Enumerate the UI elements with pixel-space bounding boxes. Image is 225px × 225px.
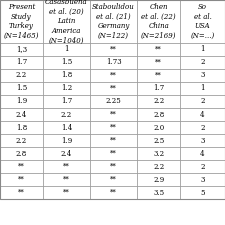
Bar <box>0 173 43 186</box>
Bar <box>180 160 225 173</box>
Bar <box>43 147 90 160</box>
Text: **: ** <box>63 163 70 171</box>
Bar <box>43 43 90 56</box>
Text: 1.5: 1.5 <box>16 84 27 92</box>
Bar <box>90 134 137 147</box>
Bar <box>0 108 43 121</box>
Bar <box>43 95 90 108</box>
Bar <box>90 173 137 186</box>
Text: **: ** <box>18 176 25 184</box>
Text: 1.4: 1.4 <box>61 124 72 132</box>
Bar <box>0 69 43 82</box>
Bar <box>43 121 90 134</box>
Text: 1.7: 1.7 <box>153 84 164 92</box>
Bar <box>90 56 137 69</box>
Bar <box>43 82 90 95</box>
Text: **: ** <box>110 150 117 158</box>
Bar <box>180 43 225 56</box>
Text: 2.2: 2.2 <box>16 71 27 79</box>
Bar <box>90 43 137 56</box>
Bar <box>137 56 180 69</box>
Bar <box>43 160 90 173</box>
Bar <box>90 95 137 108</box>
Text: **: ** <box>110 176 117 184</box>
Text: **: ** <box>18 163 25 171</box>
Bar <box>180 186 225 199</box>
Bar <box>90 160 137 173</box>
Bar <box>0 95 43 108</box>
Text: Casasbuena
et al. (20)
Latin
America
(N=1040): Casasbuena et al. (20) Latin America (N=… <box>45 0 88 44</box>
Text: 1.8: 1.8 <box>16 124 27 132</box>
Text: 3: 3 <box>200 71 205 79</box>
Text: 1.9: 1.9 <box>16 97 27 106</box>
Bar <box>0 43 43 56</box>
Text: 2.2: 2.2 <box>61 110 72 119</box>
Text: **: ** <box>110 110 117 119</box>
Text: **: ** <box>110 84 117 92</box>
Text: **: ** <box>110 163 117 171</box>
Text: **: ** <box>110 137 117 145</box>
Bar <box>90 69 137 82</box>
Text: Present
Study
Turkey
(N=1465): Present Study Turkey (N=1465) <box>4 3 39 40</box>
Bar <box>137 134 180 147</box>
Text: 2.2: 2.2 <box>153 163 164 171</box>
Bar <box>90 108 137 121</box>
Text: 2.4: 2.4 <box>16 110 27 119</box>
Bar <box>0 186 43 199</box>
Bar <box>180 0 225 43</box>
Bar <box>0 0 225 199</box>
Text: **: ** <box>110 124 117 132</box>
Bar <box>90 82 137 95</box>
Text: **: ** <box>18 189 25 197</box>
Text: 1.2: 1.2 <box>61 84 72 92</box>
Bar <box>0 56 43 69</box>
Text: 4: 4 <box>200 150 205 158</box>
Bar <box>0 147 43 160</box>
Text: Staboulidou
et al. (21)
Germany
(N=122): Staboulidou et al. (21) Germany (N=122) <box>92 3 135 40</box>
Bar <box>137 82 180 95</box>
Bar <box>0 121 43 134</box>
Text: 1.8: 1.8 <box>61 71 72 79</box>
Bar <box>180 121 225 134</box>
Text: 1,3: 1,3 <box>16 45 27 53</box>
Bar <box>0 0 43 43</box>
Bar <box>180 69 225 82</box>
Text: 4: 4 <box>200 110 205 119</box>
Text: 1.7: 1.7 <box>16 58 27 66</box>
Bar <box>90 121 137 134</box>
Bar <box>180 108 225 121</box>
Bar <box>0 134 43 147</box>
Bar <box>137 95 180 108</box>
Text: 2: 2 <box>200 124 205 132</box>
Bar <box>180 82 225 95</box>
Bar <box>137 43 180 56</box>
Bar <box>90 147 137 160</box>
Text: **: ** <box>110 189 117 197</box>
Text: 2: 2 <box>200 58 205 66</box>
Bar <box>137 160 180 173</box>
Bar <box>90 0 137 43</box>
Text: 5: 5 <box>200 189 205 197</box>
Text: 2.8: 2.8 <box>153 110 164 119</box>
Bar <box>90 186 137 199</box>
Bar <box>43 56 90 69</box>
Text: **: ** <box>155 58 162 66</box>
Bar <box>137 186 180 199</box>
Bar <box>0 82 43 95</box>
Text: 2: 2 <box>200 163 205 171</box>
Bar <box>137 147 180 160</box>
Text: **: ** <box>155 45 162 53</box>
Text: 2.25: 2.25 <box>106 97 122 106</box>
Bar <box>180 173 225 186</box>
Text: 1.5: 1.5 <box>61 58 72 66</box>
Bar <box>180 134 225 147</box>
Text: 2.9: 2.9 <box>153 176 164 184</box>
Bar <box>180 56 225 69</box>
Text: 1: 1 <box>200 84 205 92</box>
Text: 2.8: 2.8 <box>16 150 27 158</box>
Text: 3.2: 3.2 <box>153 150 164 158</box>
Text: 1.9: 1.9 <box>61 137 72 145</box>
Text: 2.2: 2.2 <box>153 97 164 106</box>
Text: Chen
et al. (22)
China
(N=2169): Chen et al. (22) China (N=2169) <box>141 3 176 40</box>
Bar <box>43 108 90 121</box>
